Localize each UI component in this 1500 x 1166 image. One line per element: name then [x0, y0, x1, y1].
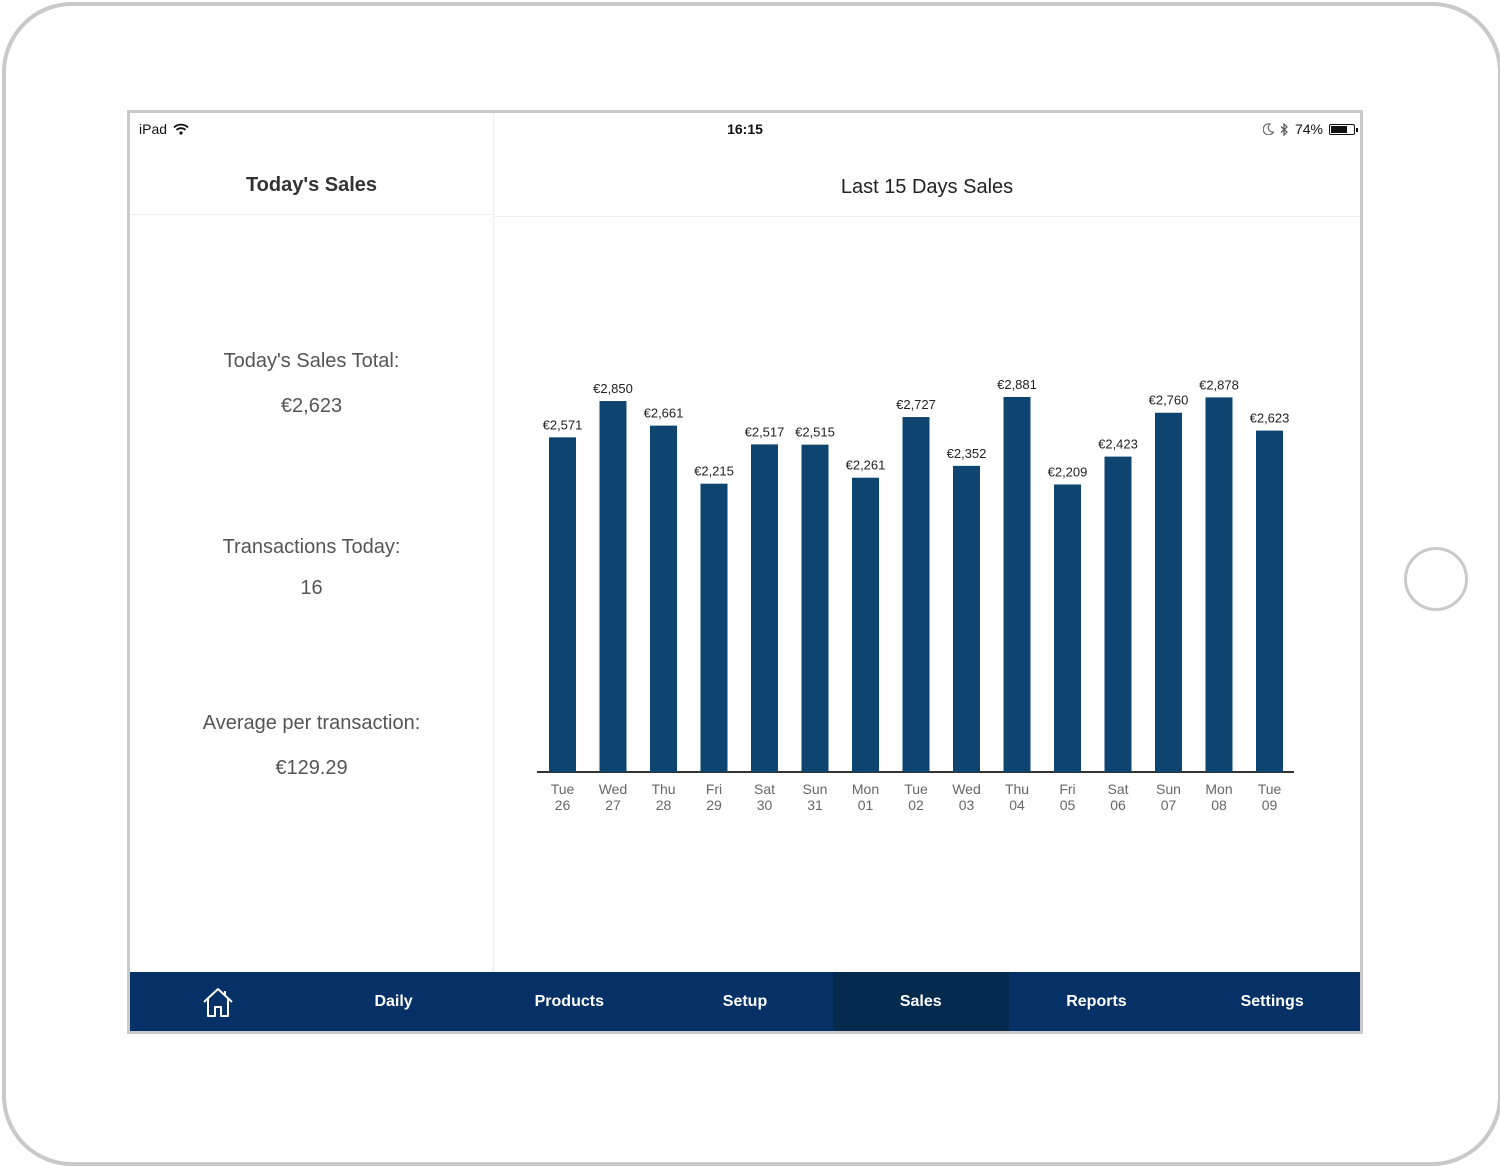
x-tick-date: 27 [605, 797, 621, 813]
x-tick-date: 07 [1161, 797, 1177, 813]
average-value: €129.29 [275, 757, 348, 779]
bar[interactable] [1205, 397, 1233, 772]
clock: 16:15 [727, 121, 763, 137]
x-tick-date: 28 [656, 797, 672, 813]
home-icon [203, 987, 233, 1017]
battery-fill [1331, 125, 1348, 133]
bluetooth-icon [1280, 122, 1288, 136]
tab-reports[interactable]: Reports [1066, 992, 1127, 1010]
home-hardware-button[interactable] [1404, 547, 1468, 611]
tab-daily[interactable]: Daily [374, 992, 413, 1010]
tab-bar: Daily Products Setup Sales Reports Setti… [130, 972, 1360, 1031]
bar-value-label: €2,571 [543, 417, 583, 432]
bar-value-label: €2,878 [1199, 377, 1239, 392]
x-tick-day: Fri [1059, 781, 1075, 797]
bar[interactable] [1003, 397, 1031, 772]
tab-sales[interactable]: Sales [832, 972, 1009, 1031]
status-right: 74% [1262, 121, 1358, 137]
wifi-icon [173, 123, 189, 135]
bar[interactable] [1155, 412, 1182, 772]
bar-value-label: €2,850 [593, 381, 633, 396]
x-tick-date: 02 [908, 797, 924, 813]
todays-sales-title: Today's Sales [130, 171, 493, 215]
average-label: Average per transaction: [202, 712, 421, 734]
x-tick-date: 01 [858, 797, 874, 813]
x-tick-day: Mon [852, 781, 879, 797]
x-tick-date: 04 [1009, 797, 1025, 813]
x-tick-date: 09 [1262, 797, 1278, 813]
bar[interactable] [801, 444, 829, 772]
bar-value-label: €2,517 [745, 424, 785, 439]
bar-value-label: €2,881 [997, 377, 1037, 392]
x-tick-day: Fri [706, 781, 722, 797]
x-tick-day: Thu [651, 781, 675, 797]
x-tick-day: Thu [1005, 781, 1029, 797]
bar[interactable] [852, 477, 879, 772]
tab-products[interactable]: Products [534, 992, 604, 1010]
x-tick-date: 08 [1211, 797, 1227, 813]
bar[interactable] [1104, 456, 1132, 772]
chart-title: Last 15 Days Sales [494, 173, 1360, 217]
tab-settings[interactable]: Settings [1240, 992, 1304, 1010]
bar-value-label: €2,727 [896, 397, 936, 412]
sales-bar-chart: €2,571Tue26€2,850Wed27€2,661Thu28€2,215F… [537, 377, 1294, 813]
bar-value-label: €2,352 [947, 446, 987, 461]
transactions-value: 16 [300, 577, 323, 599]
last-15-days-panel: Last 15 Days Sales €2,571 Tue 26 €2,850 Wed 2… [494, 113, 1360, 975]
bar-value-label: €2,423 [1098, 437, 1138, 452]
x-tick-date: 26 [555, 797, 571, 813]
x-tick-day: Wed [952, 781, 981, 797]
x-tick-day: Sun [1156, 781, 1181, 797]
bar[interactable] [599, 401, 627, 772]
x-tick-date: 06 [1110, 797, 1126, 813]
x-tick-date: 30 [757, 797, 773, 813]
bar-value-label: €2,515 [795, 425, 835, 440]
sales-total-value: €2,623 [280, 395, 343, 417]
bar-value-label: €2,623 [1250, 411, 1290, 426]
bar[interactable] [751, 444, 778, 772]
x-tick-date: 31 [807, 797, 823, 813]
moon-icon [1262, 123, 1274, 135]
todays-sales-panel: Today's Sales Today's Sales Total: €2,62… [130, 113, 494, 975]
x-tick-day: Sat [754, 781, 775, 797]
bar[interactable] [1054, 484, 1081, 772]
bar-value-label: €2,661 [644, 406, 684, 421]
x-tick-date: 03 [959, 797, 975, 813]
bar[interactable] [549, 437, 576, 772]
x-tick-day: Sun [803, 781, 828, 797]
battery-icon [1329, 123, 1358, 135]
transactions-label: Transactions Today: [222, 536, 401, 558]
status-left: iPad [139, 121, 189, 137]
x-tick-day: Sat [1107, 781, 1128, 797]
status-bar: iPad 16:15 74% [130, 113, 1360, 143]
bar[interactable] [1256, 430, 1283, 772]
x-tick-day: Tue [904, 781, 928, 797]
bar[interactable] [953, 465, 980, 772]
tab-setup[interactable]: Setup [722, 992, 768, 1010]
bar-value-label: €2,215 [694, 464, 734, 479]
bar[interactable] [650, 425, 677, 772]
battery-percent: 74% [1294, 121, 1323, 137]
bar[interactable] [902, 417, 930, 772]
bar-value-label: €2,760 [1149, 393, 1189, 408]
sales-total-label: Today's Sales Total: [223, 350, 400, 372]
bar-value-label: €2,209 [1048, 464, 1088, 479]
bar[interactable] [700, 483, 728, 772]
x-tick-day: Tue [551, 781, 575, 797]
x-tick-day: Mon [1205, 781, 1232, 797]
x-tick-day: Tue [1258, 781, 1282, 797]
x-tick-day: Wed [599, 781, 628, 797]
bar-value-label: €2,261 [846, 458, 886, 473]
x-tick-date: 29 [706, 797, 722, 813]
screen: iPad 16:15 74% Today's Sales Today's Sal… [127, 110, 1363, 1034]
tab-home[interactable] [130, 972, 306, 1031]
device-label: iPad [139, 121, 168, 137]
x-tick-date: 05 [1060, 797, 1076, 813]
